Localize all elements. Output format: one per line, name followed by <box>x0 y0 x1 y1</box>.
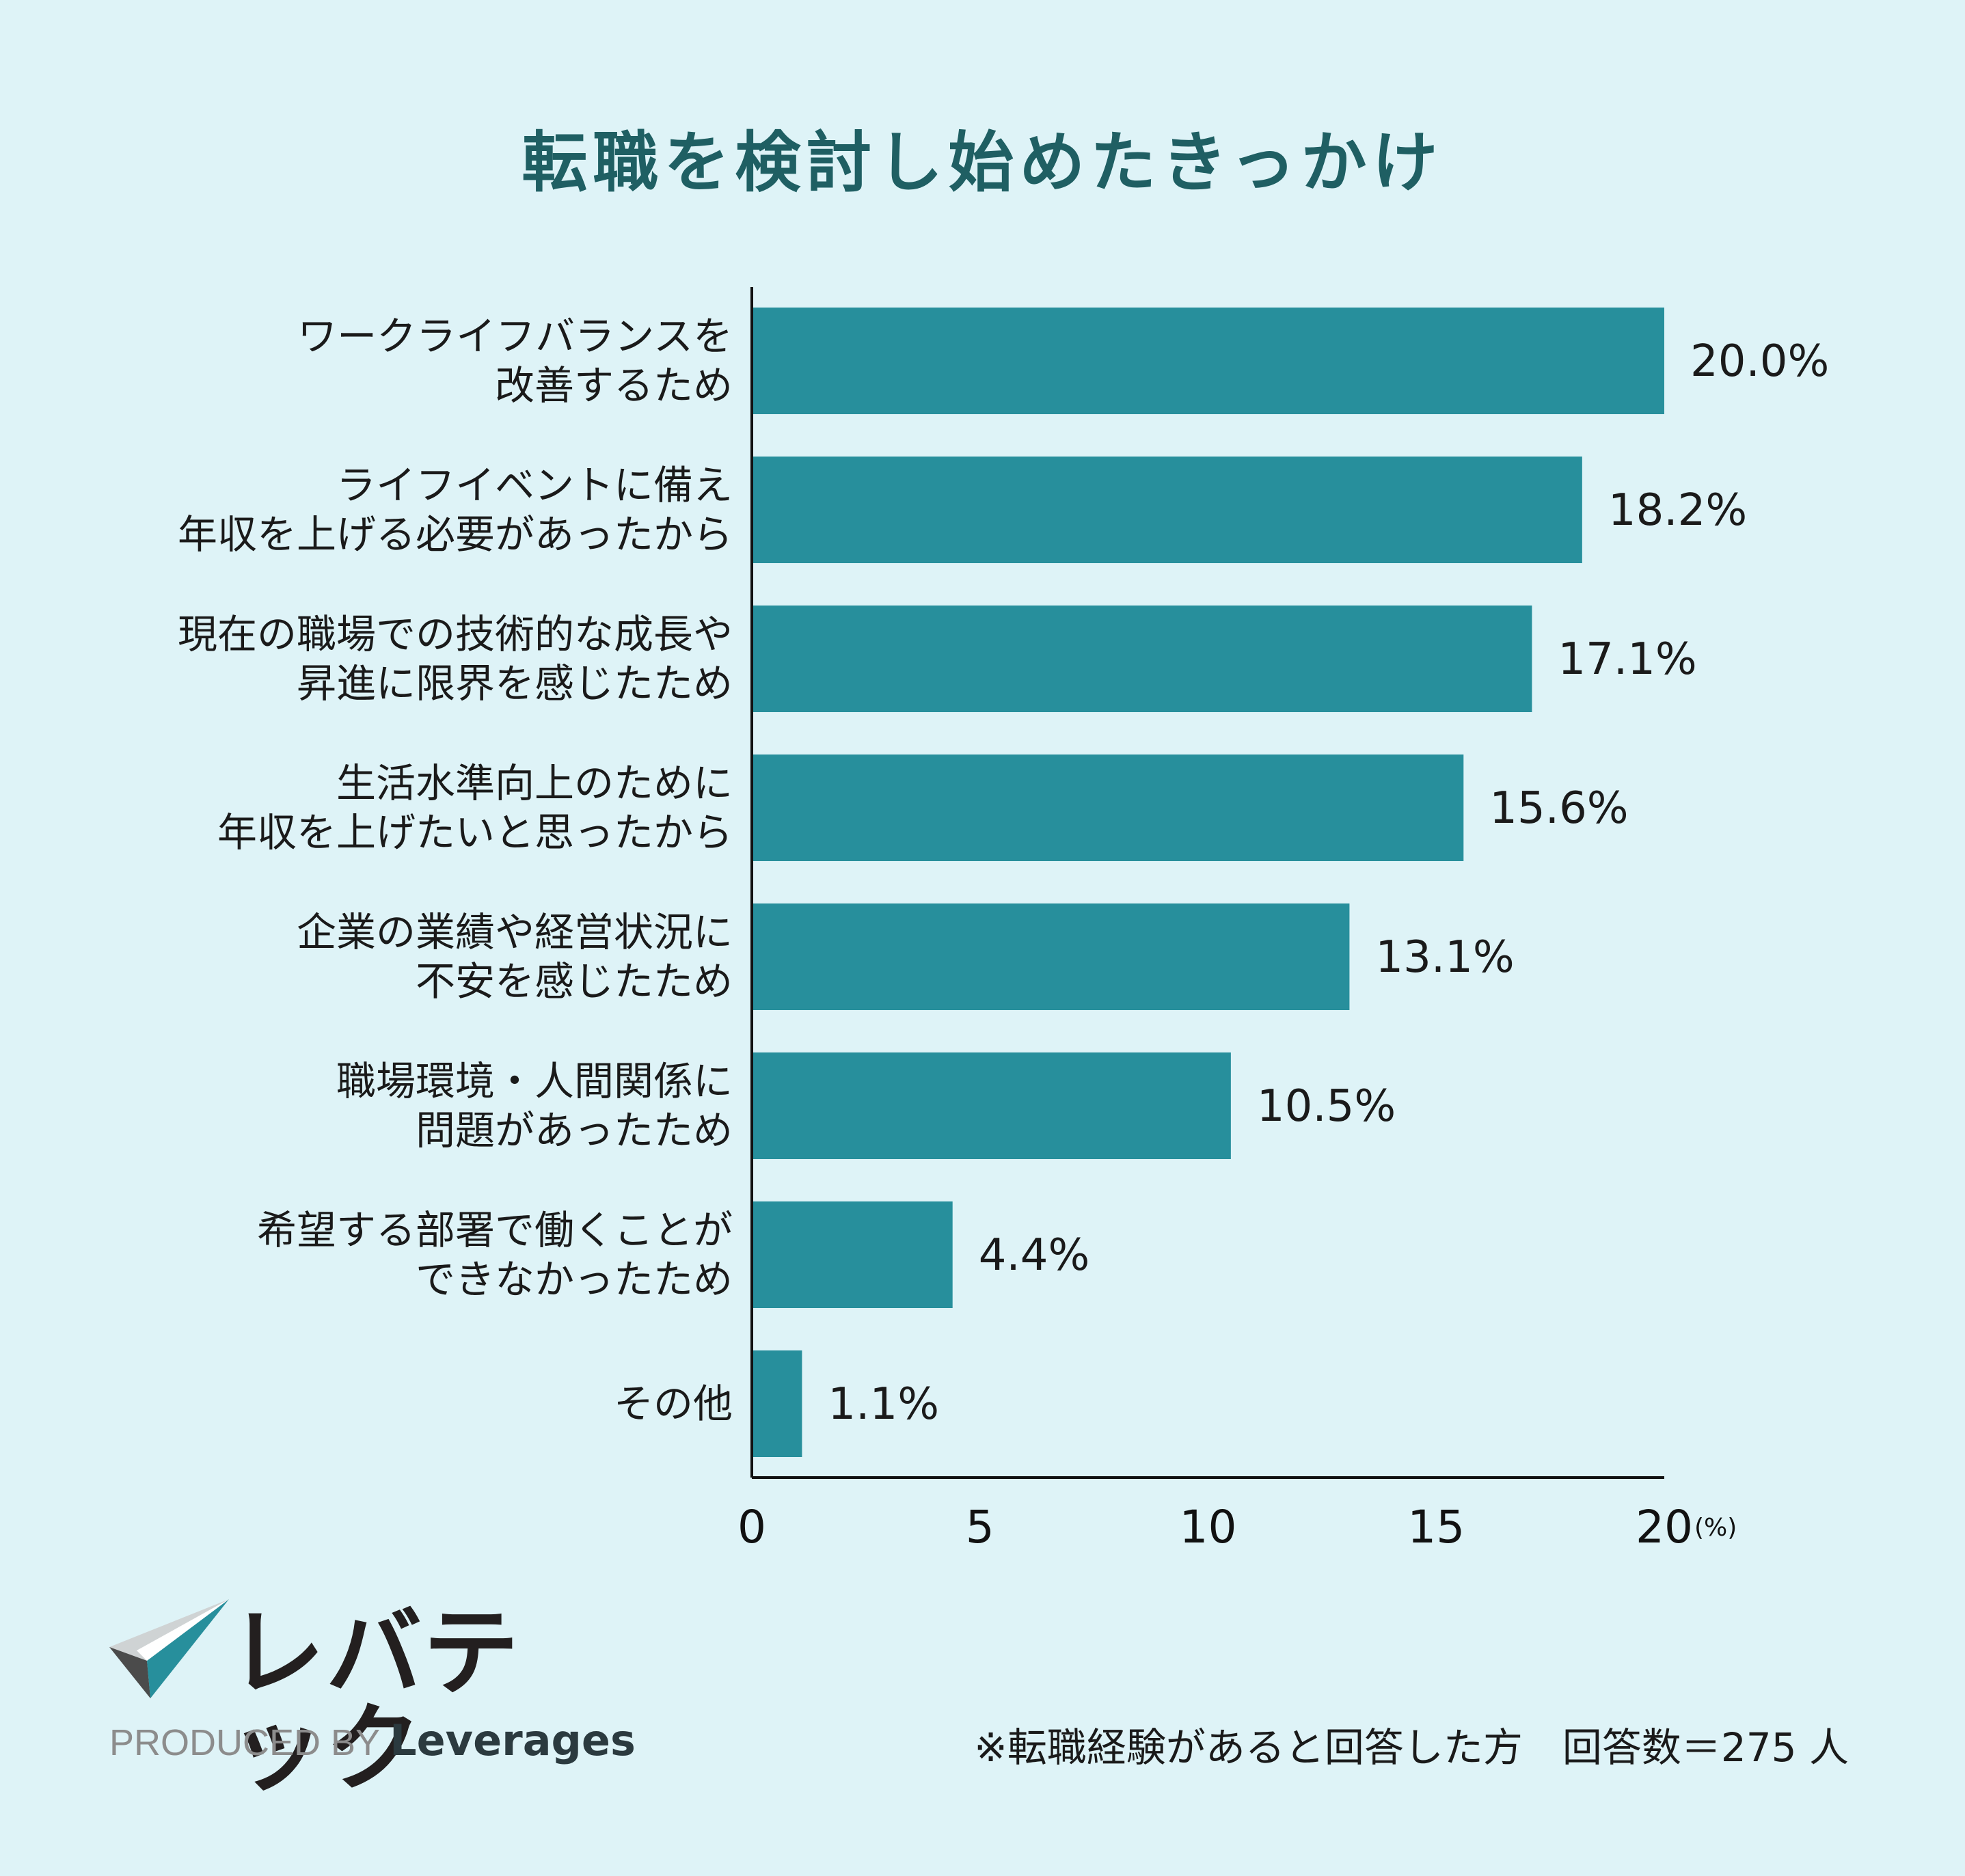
category-label-4-line-1: 不安を感じたため <box>416 958 733 1005</box>
bar-6 <box>752 1201 953 1308</box>
bar-2 <box>752 606 1532 712</box>
value-label-2: 17.1% <box>1558 634 1696 685</box>
bar-7 <box>752 1350 802 1457</box>
category-label-4-line-0: 企業の業績や経営状況に <box>297 909 733 955</box>
leverages-logo-icon <box>109 1599 229 1698</box>
category-label-7-line-0: その他 <box>614 1381 733 1427</box>
x-tick-label-0: 0 <box>737 1501 766 1553</box>
value-label-0: 20.0% <box>1690 336 1829 387</box>
bar-1 <box>752 457 1582 563</box>
category-label-3-line-0: 生活水準向上のために <box>336 760 733 806</box>
value-label-6: 4.4% <box>979 1230 1090 1281</box>
value-label-7: 1.1% <box>828 1379 939 1430</box>
value-label-4: 13.1% <box>1375 932 1514 983</box>
produced-by-label: PRODUCED BY <box>109 1722 380 1763</box>
value-label-5: 10.5% <box>1257 1081 1396 1132</box>
category-labels-group: ワークライフバランスを改善するためライフイベントに備え年収を上げる必要があったか… <box>178 313 733 1427</box>
x-tick-labels-group: 0 5 10 15 20 <box>737 1501 1693 1553</box>
x-tick-label-4: 20 <box>1636 1501 1693 1553</box>
category-label-0-line-1: 改善するため <box>495 362 733 409</box>
bar-chart: ワークライフバランスを改善するためライフイベントに備え年収を上げる必要があったか… <box>178 287 1829 1553</box>
category-label-5-line-0: 職場環境・人間関係に <box>336 1058 733 1104</box>
bar-3 <box>752 755 1464 861</box>
bar-5 <box>752 1052 1231 1159</box>
produced-by-line: PRODUCED BY Leverages <box>109 1715 636 1765</box>
logo-wordmark: レバテック <box>229 1598 521 1805</box>
bar-4 <box>752 903 1350 1010</box>
category-label-6-line-0: 希望する部署で働くことが <box>257 1207 733 1253</box>
page-title: 転職を検討し始めたきっかけ <box>521 124 1444 201</box>
logo: レバテック PRODUCED BY Leverages <box>109 1599 636 1797</box>
category-label-1-line-0: ライフイベントに備え <box>336 462 733 508</box>
category-label-3-line-1: 年収を上げたいと思ったから <box>217 809 733 856</box>
value-label-1: 18.2% <box>1608 485 1747 536</box>
x-unit-label: (%) <box>1694 1514 1737 1542</box>
footnote: ※転職経験があると回答した方 回答数＝275 人 <box>974 1724 1849 1771</box>
value-labels-group: 20.0% 18.2% 17.1% 15.6% 13.1% 10.5% 4.4% 1.1% <box>828 336 1829 1430</box>
value-label-3: 15.6% <box>1489 783 1628 834</box>
category-label-6-line-1: できなかったため <box>416 1256 733 1303</box>
brand-name: Leverages <box>390 1715 636 1765</box>
bar-0 <box>752 308 1664 414</box>
category-label-5-line-1: 問題があったため <box>416 1107 733 1154</box>
category-label-2-line-0: 現在の職場での技術的な成長や <box>178 611 733 657</box>
x-tick-label-3: 15 <box>1407 1501 1465 1553</box>
category-label-2-line-1: 昇進に限界を感じたため <box>297 660 733 707</box>
x-tick-label-1: 5 <box>966 1501 994 1553</box>
category-label-1-line-1: 年収を上げる必要があったから <box>178 511 733 558</box>
bars-group <box>752 308 1664 1457</box>
x-tick-label-2: 10 <box>1180 1501 1237 1553</box>
category-label-0-line-0: ワークライフバランスを <box>297 313 733 359</box>
